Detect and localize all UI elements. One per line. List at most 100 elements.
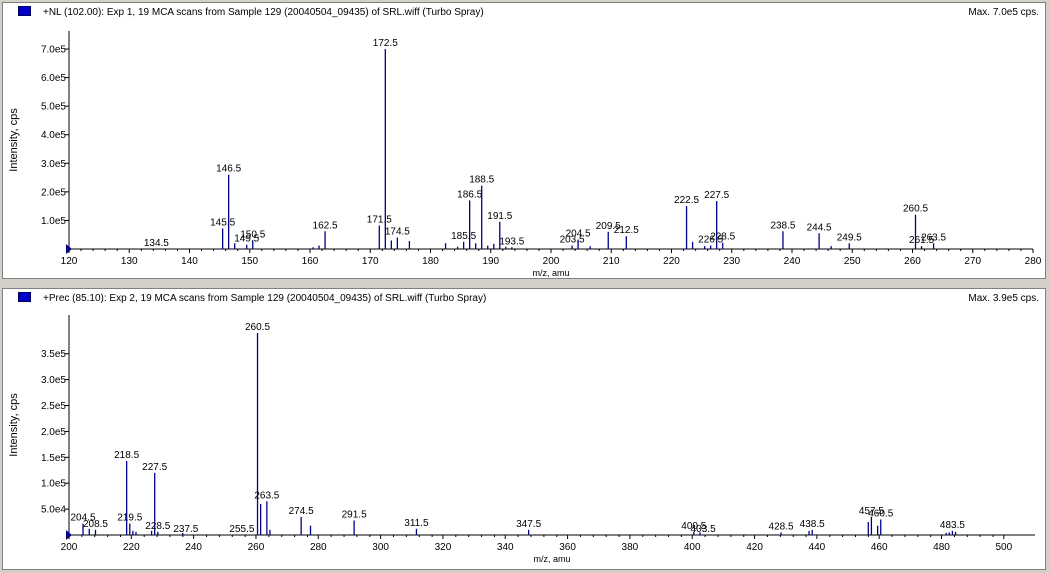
x-tick-label: 260 xyxy=(904,256,921,267)
spectrum-title: +NL (102.00): Exp 1, 19 MCA scans from S… xyxy=(43,7,484,18)
y-tick-label: 4.0e5 xyxy=(41,130,66,141)
peak-label: 146.5 xyxy=(216,164,241,175)
peak-label: 238.5 xyxy=(770,220,795,231)
peak-label: 260.5 xyxy=(903,204,928,215)
x-tick-label: 500 xyxy=(995,542,1012,553)
spectrum-title: +Prec (85.10): Exp 2, 19 MCA scans from … xyxy=(43,293,487,304)
peak-label: 228.5 xyxy=(710,232,735,243)
x-tick-label: 150 xyxy=(241,256,258,267)
x-tick-label: 260 xyxy=(248,542,265,553)
x-tick-label: 320 xyxy=(435,542,452,553)
peak-label: 483.5 xyxy=(940,520,965,531)
peak-label: 134.5 xyxy=(144,238,169,249)
peak-label: 263.5 xyxy=(921,232,946,243)
x-tick-label: 200 xyxy=(61,542,78,553)
y-tick-label: 5.0e4 xyxy=(41,505,66,516)
y-tick-label: 2.5e5 xyxy=(41,401,66,412)
x-tick-label: 190 xyxy=(482,256,499,267)
x-tick-label: 250 xyxy=(844,256,861,267)
x-tick-label: 240 xyxy=(185,542,202,553)
max-intensity-label: Max. 3.9e5 cps. xyxy=(968,293,1039,304)
peak-label: 403.5 xyxy=(691,524,716,535)
x-tick-label: 120 xyxy=(61,256,78,267)
peak-label: 227.5 xyxy=(704,190,729,201)
x-axis-title: m/z, amu xyxy=(533,554,570,564)
peak-label: 263.5 xyxy=(254,490,279,501)
peak-label: 204.5 xyxy=(71,513,96,524)
x-tick-label: 170 xyxy=(362,256,379,267)
y-tick-label: 5.0e5 xyxy=(41,102,66,113)
peak-label: 218.5 xyxy=(114,450,139,461)
x-tick-label: 360 xyxy=(559,542,576,553)
peak-label: 227.5 xyxy=(142,462,167,473)
panel-header: +Prec (85.10): Exp 2, 19 MCA scans from … xyxy=(3,289,1045,307)
peak-label: 460.5 xyxy=(868,508,893,519)
y-tick-label: 2.0e5 xyxy=(41,427,66,438)
x-tick-label: 440 xyxy=(809,542,826,553)
x-tick-label: 220 xyxy=(663,256,680,267)
y-tick-label: 7.0e5 xyxy=(41,45,66,56)
y-tick-label: 1.5e5 xyxy=(41,453,66,464)
peak-label: 228.5 xyxy=(145,521,170,532)
y-tick-label: 2.0e5 xyxy=(41,187,66,198)
peak-label: 208.5 xyxy=(83,519,108,530)
peak-label: 347.5 xyxy=(516,519,541,530)
peak-label: 261.5 xyxy=(909,235,934,246)
x-tick-label: 230 xyxy=(723,256,740,267)
spectrum-panel-nl: +NL (102.00): Exp 1, 19 MCA scans from S… xyxy=(2,2,1046,279)
x-tick-label: 480 xyxy=(933,542,950,553)
x-tick-label: 400 xyxy=(684,542,701,553)
peak-label: 249.5 xyxy=(837,232,862,243)
y-axis-title: Intensity, cps xyxy=(8,393,20,457)
x-tick-label: 240 xyxy=(784,256,801,267)
peak-label: 171.5 xyxy=(367,215,392,226)
peak-label: 291.5 xyxy=(342,509,367,520)
panel-header: +NL (102.00): Exp 1, 19 MCA scans from S… xyxy=(3,3,1045,21)
x-tick-label: 270 xyxy=(964,256,981,267)
x-tick-label: 340 xyxy=(497,542,514,553)
peak-label: 145.5 xyxy=(210,217,235,228)
x-tick-label: 210 xyxy=(603,256,620,267)
peak-label: 150.5 xyxy=(240,229,265,240)
x-tick-label: 180 xyxy=(422,256,439,267)
peak-label: 457.5 xyxy=(859,506,884,517)
peak-label: 193.5 xyxy=(499,236,524,247)
x-tick-label: 130 xyxy=(121,256,138,267)
spectrum-plot-prec[interactable]: 200 220 240 260 280 300 320 340 360 380 400 420 440 4… xyxy=(3,289,1045,569)
peak-label: 212.5 xyxy=(614,225,639,236)
peak-label: 400.5 xyxy=(681,521,706,532)
peak-label: 162.5 xyxy=(313,220,338,231)
peak-label: 204.5 xyxy=(566,229,591,240)
y-tick-label: 1.0e5 xyxy=(41,479,66,490)
peak-label: 219.5 xyxy=(117,513,142,524)
peak-label: 186.5 xyxy=(457,189,482,200)
peak-label: 255.5 xyxy=(229,524,254,535)
x-tick-label: 300 xyxy=(372,542,389,553)
x-tick-label: 140 xyxy=(181,256,198,267)
peak-label: 149.5 xyxy=(234,234,259,245)
max-intensity-label: Max. 7.0e5 cps. xyxy=(968,7,1039,18)
peak-label: 244.5 xyxy=(807,222,832,233)
x-tick-label: 220 xyxy=(123,542,140,553)
x-axis-title: m/z, amu xyxy=(532,268,569,278)
peak-label: 174.5 xyxy=(385,227,410,238)
y-tick-label: 3.5e5 xyxy=(41,349,66,360)
spectrum-plot-nl[interactable]: 120 130 140 150 160 170 180 190 200 210 220 230 240 2… xyxy=(3,3,1045,278)
series-marker-icon[interactable] xyxy=(18,6,31,16)
y-tick-label: 3.0e5 xyxy=(41,375,66,386)
peak-label: 274.5 xyxy=(289,506,314,517)
peak-label: 222.5 xyxy=(674,195,699,206)
peak-label: 428.5 xyxy=(769,521,794,532)
series-marker-icon[interactable] xyxy=(18,292,31,302)
y-axis-title: Intensity, cps xyxy=(8,108,20,172)
peak-label: 438.5 xyxy=(800,519,825,530)
peak-label: 203.5 xyxy=(560,235,585,246)
x-tick-label: 280 xyxy=(1025,256,1042,267)
peak-label: 188.5 xyxy=(469,175,494,186)
x-tick-label: 380 xyxy=(622,542,639,553)
x-tick-label: 460 xyxy=(871,542,888,553)
peak-label: 311.5 xyxy=(404,518,429,529)
peak-label: 209.5 xyxy=(596,221,621,232)
peak-label: 237.5 xyxy=(173,524,198,535)
peak-label: 226.5 xyxy=(698,235,723,246)
